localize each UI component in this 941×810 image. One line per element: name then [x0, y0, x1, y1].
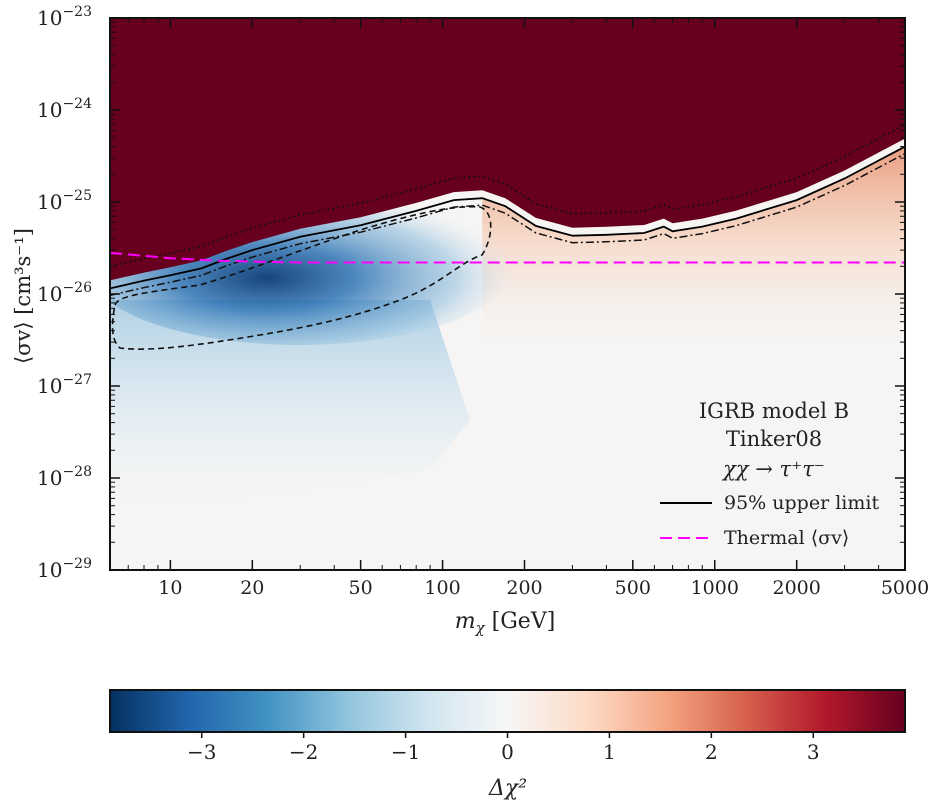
- x-tick-label: 50: [349, 577, 373, 599]
- y-tick-label: 10−29: [37, 556, 92, 582]
- x-tick-label: 200: [506, 577, 542, 599]
- colorbar-tick-label: −1: [391, 740, 420, 764]
- x-tick-label: 5000: [881, 577, 929, 599]
- thermal-line: [110, 251, 905, 264]
- legend-label-upper-limit: 95% upper limit: [724, 492, 879, 514]
- excluded-region: [110, 18, 905, 281]
- dash-dot-limit-line: [110, 152, 905, 297]
- colorbar-tick-label: 2: [705, 740, 718, 764]
- preference-contour: [111, 205, 492, 350]
- x-tick-label: 20: [240, 577, 264, 599]
- weak-preference-region: [110, 300, 470, 520]
- y-axis-label: ⟨σv⟩ [cm³s⁻¹]: [11, 228, 35, 364]
- y-tick-label: 10−28: [37, 464, 92, 490]
- colorbar-tick-label: 3: [807, 740, 820, 764]
- legend-label-thermal: Thermal ⟨σv⟩: [724, 527, 849, 549]
- x-axis-ticks: 10 20 50 100 200 500 1000 2000 5000: [109, 18, 929, 599]
- x-tick-label: 1000: [691, 577, 739, 599]
- colorbar-tick-label: −3: [187, 740, 216, 764]
- upper-limit-line: [110, 145, 905, 290]
- x-tick-label: 500: [615, 577, 651, 599]
- y-tick-label: 10−25: [37, 188, 92, 214]
- colorbar-ticks: −3 −2 −1 0 1 2 3: [187, 732, 820, 764]
- dotted-limit-line: [110, 123, 905, 268]
- colorbar-tick-label: 0: [501, 740, 514, 764]
- x-tick-label: 100: [424, 577, 460, 599]
- y-tick-label: 10−27: [37, 372, 92, 398]
- x-axis-label: mχ [GeV]: [455, 609, 556, 637]
- y-axis-ticks: 10−29 10−28 10−27 10−26 10−25 10−24 10−23: [37, 4, 905, 582]
- annotation-halo: Tinker08: [726, 427, 822, 451]
- y-tick-label: 10−23: [37, 4, 92, 30]
- y-tick-label: 10−24: [37, 96, 92, 122]
- annotation-channel: χχ → τ⁺τ⁻: [721, 457, 825, 481]
- colorbar: [109, 689, 906, 733]
- colorbar-tick-label: −2: [289, 740, 318, 764]
- positive-delta-band: [482, 146, 905, 349]
- legend: 95% upper limit Thermal ⟨σv⟩: [660, 492, 879, 549]
- annotation-model: IGRB model B: [699, 399, 849, 423]
- colorbar-tick-label: 1: [603, 740, 616, 764]
- x-tick-label: 2000: [773, 577, 821, 599]
- colorbar-label: Δχ²: [488, 776, 527, 801]
- x-tick-label: 10: [158, 577, 182, 599]
- y-tick-label: 10−26: [37, 280, 92, 306]
